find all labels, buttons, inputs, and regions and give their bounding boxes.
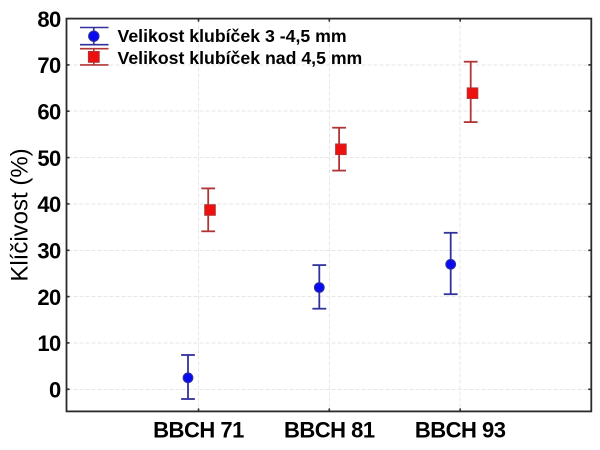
svg-text:0: 0 — [49, 378, 61, 403]
svg-text:70: 70 — [37, 53, 61, 78]
svg-text:Velikost klubíček 3 -4,5 mm: Velikost klubíček 3 -4,5 mm — [118, 26, 347, 46]
svg-text:50: 50 — [37, 146, 61, 171]
svg-text:80: 80 — [37, 7, 61, 32]
svg-text:Klíčivost (%): Klíčivost (%) — [7, 148, 34, 281]
svg-text:BBCH 93: BBCH 93 — [415, 418, 506, 443]
svg-text:10: 10 — [37, 331, 61, 356]
svg-text:60: 60 — [37, 99, 61, 124]
svg-text:BBCH 71: BBCH 71 — [153, 418, 244, 443]
svg-text:BBCH 81: BBCH 81 — [284, 418, 375, 443]
svg-text:40: 40 — [37, 192, 61, 217]
svg-text:20: 20 — [37, 285, 61, 310]
svg-text:Velikost klubíček nad 4,5 mm: Velikost klubíček nad 4,5 mm — [118, 48, 363, 68]
svg-text:30: 30 — [37, 239, 61, 264]
